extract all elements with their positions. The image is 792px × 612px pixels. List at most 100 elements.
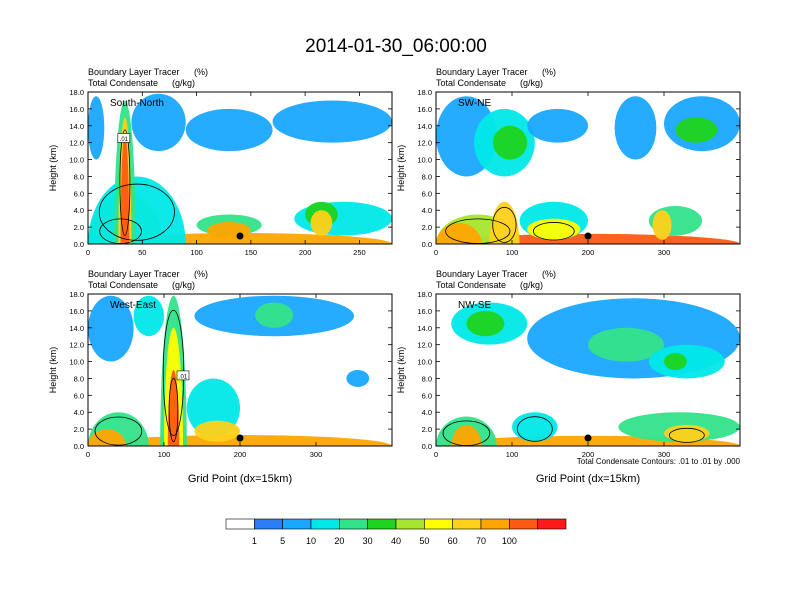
colorbar: 1 5 10 20 30 40 50 60 70 100 — [225, 518, 567, 546]
plot-frame — [87, 91, 393, 245]
y-tick-label: 4.0 — [74, 206, 84, 215]
field-blob — [185, 108, 273, 152]
field-blob — [451, 424, 482, 446]
tracer-field — [436, 96, 740, 244]
contour-label: .01 — [120, 137, 129, 143]
contour-line — [119, 129, 131, 236]
condensate-contours — [442, 416, 705, 446]
y-tick-label: 0.0 — [74, 240, 84, 249]
panel-subtitle-condensate: Total Condensate — [436, 78, 506, 88]
y-tick-label: 4.0 — [74, 408, 84, 417]
panel-subtitle-tracer: Boundary Layer Tracer — [88, 67, 180, 77]
x-tick-label: 0 — [86, 248, 90, 257]
field-blob — [436, 222, 482, 244]
tracer-field — [436, 298, 740, 446]
y-tick-label: 12.0 — [69, 341, 84, 350]
colorbar-label: 10 — [306, 536, 316, 546]
contour-line — [668, 427, 705, 443]
location-marker — [236, 434, 244, 442]
y-tick-label: 18.0 — [417, 88, 432, 97]
x-tick-label: 150 — [245, 248, 258, 257]
panel-cross-section-label: West-East — [110, 300, 156, 311]
y-tick-label: 12.0 — [417, 341, 432, 350]
y-tick-label: 16.0 — [417, 307, 432, 316]
colorbar-swatch — [282, 518, 312, 530]
y-tick-label: 18.0 — [417, 290, 432, 299]
x-tick-label: 200 — [299, 248, 312, 257]
contour-line — [94, 416, 143, 446]
y-tick-label: 8.0 — [74, 374, 84, 383]
x-tick-label: 0 — [86, 450, 90, 459]
colorbar-swatch — [395, 518, 425, 530]
x-tick-label: 100 — [190, 248, 203, 257]
field-blob — [675, 117, 718, 143]
contour-line — [492, 206, 517, 243]
location-marker — [584, 232, 592, 240]
field-blob — [489, 201, 520, 244]
chart-panel-2: Boundary Layer Tracer (%) Total Condensate… — [396, 67, 741, 257]
contour-line — [98, 183, 175, 241]
x-tick-label: 200 — [582, 248, 595, 257]
y-tick-label: 6.0 — [74, 391, 84, 400]
panel-subtitle-tracer: Boundary Layer Tracer — [436, 269, 528, 279]
field-blob — [346, 370, 370, 387]
panel-cross-section-label: South-North — [110, 98, 164, 109]
y-tick-label: 8.0 — [74, 172, 84, 181]
y-tick-label: 0.0 — [422, 240, 432, 249]
y-tick-label: 16.0 — [417, 105, 432, 114]
y-tick-label: 10.0 — [69, 156, 84, 165]
y-tick-label: 14.0 — [69, 122, 84, 131]
x-tick-label: 300 — [658, 450, 671, 459]
colorbar-label: 30 — [363, 536, 373, 546]
chart-panel-3: Boundary Layer Tracer (%) Total Condensate… — [48, 269, 393, 485]
contour-line — [168, 377, 179, 443]
panel-subtitle-condensate-unit: (g/kg) — [172, 78, 195, 88]
colorbar-label: 100 — [502, 536, 517, 546]
y-tick-label: 2.0 — [422, 425, 432, 434]
y-tick-label: 4.0 — [422, 206, 432, 215]
colorbar-swatch — [537, 518, 567, 530]
y-tick-label: 0.0 — [74, 442, 84, 451]
contour-label-box — [176, 370, 190, 381]
x-tick-label: 0 — [434, 248, 438, 257]
x-tick-label: 250 — [353, 248, 366, 257]
y-tick-label: 6.0 — [422, 189, 432, 198]
y-tick-label: 12.0 — [417, 139, 432, 148]
colorbar-swatch — [452, 518, 482, 530]
field-blob — [652, 210, 672, 240]
field-blob — [310, 210, 333, 236]
y-tick-label: 14.0 — [69, 324, 84, 333]
colorbar-swatch — [424, 518, 453, 530]
colorbar-label: 50 — [419, 536, 429, 546]
x-axis-label: Grid Point (dx=15km) — [536, 473, 640, 485]
y-tick-label: 10.0 — [69, 358, 84, 367]
x-tick-label: 50 — [138, 248, 146, 257]
panel-subtitle-tracer: Boundary Layer Tracer — [436, 67, 528, 77]
colorbar-swatch — [310, 518, 340, 530]
contour-label-box — [117, 133, 131, 143]
field-blob — [255, 302, 294, 328]
panel-subtitle-tracer: Boundary Layer Tracer — [88, 269, 180, 279]
colorbar-label: 70 — [476, 536, 486, 546]
panel-subtitle-tracer-unit: (%) — [194, 269, 208, 279]
x-axis-label: Grid Point (dx=15km) — [188, 473, 292, 485]
contour-line — [516, 416, 553, 442]
y-tick-label: 0.0 — [422, 442, 432, 451]
colorbar-label: 1 — [252, 536, 257, 546]
y-tick-label: 18.0 — [69, 290, 84, 299]
panel-cross-section-label: NW-SE — [458, 300, 491, 311]
panel-cross-section-label: SW-NE — [458, 98, 491, 109]
x-tick-label: 200 — [234, 450, 247, 459]
x-tick-label: 0 — [434, 450, 438, 459]
y-axis-label: Height (km) — [396, 347, 406, 394]
colorbar-label: 60 — [448, 536, 458, 546]
contour-note: Total Condensate Contours: .01 to .01 by… — [577, 457, 741, 466]
y-tick-label: 8.0 — [422, 374, 432, 383]
y-tick-label: 2.0 — [74, 223, 84, 232]
location-marker — [236, 232, 244, 240]
panel-subtitle-tracer-unit: (%) — [542, 269, 556, 279]
field-blob — [88, 295, 134, 362]
field-blob — [588, 327, 664, 362]
y-tick-label: 4.0 — [422, 408, 432, 417]
